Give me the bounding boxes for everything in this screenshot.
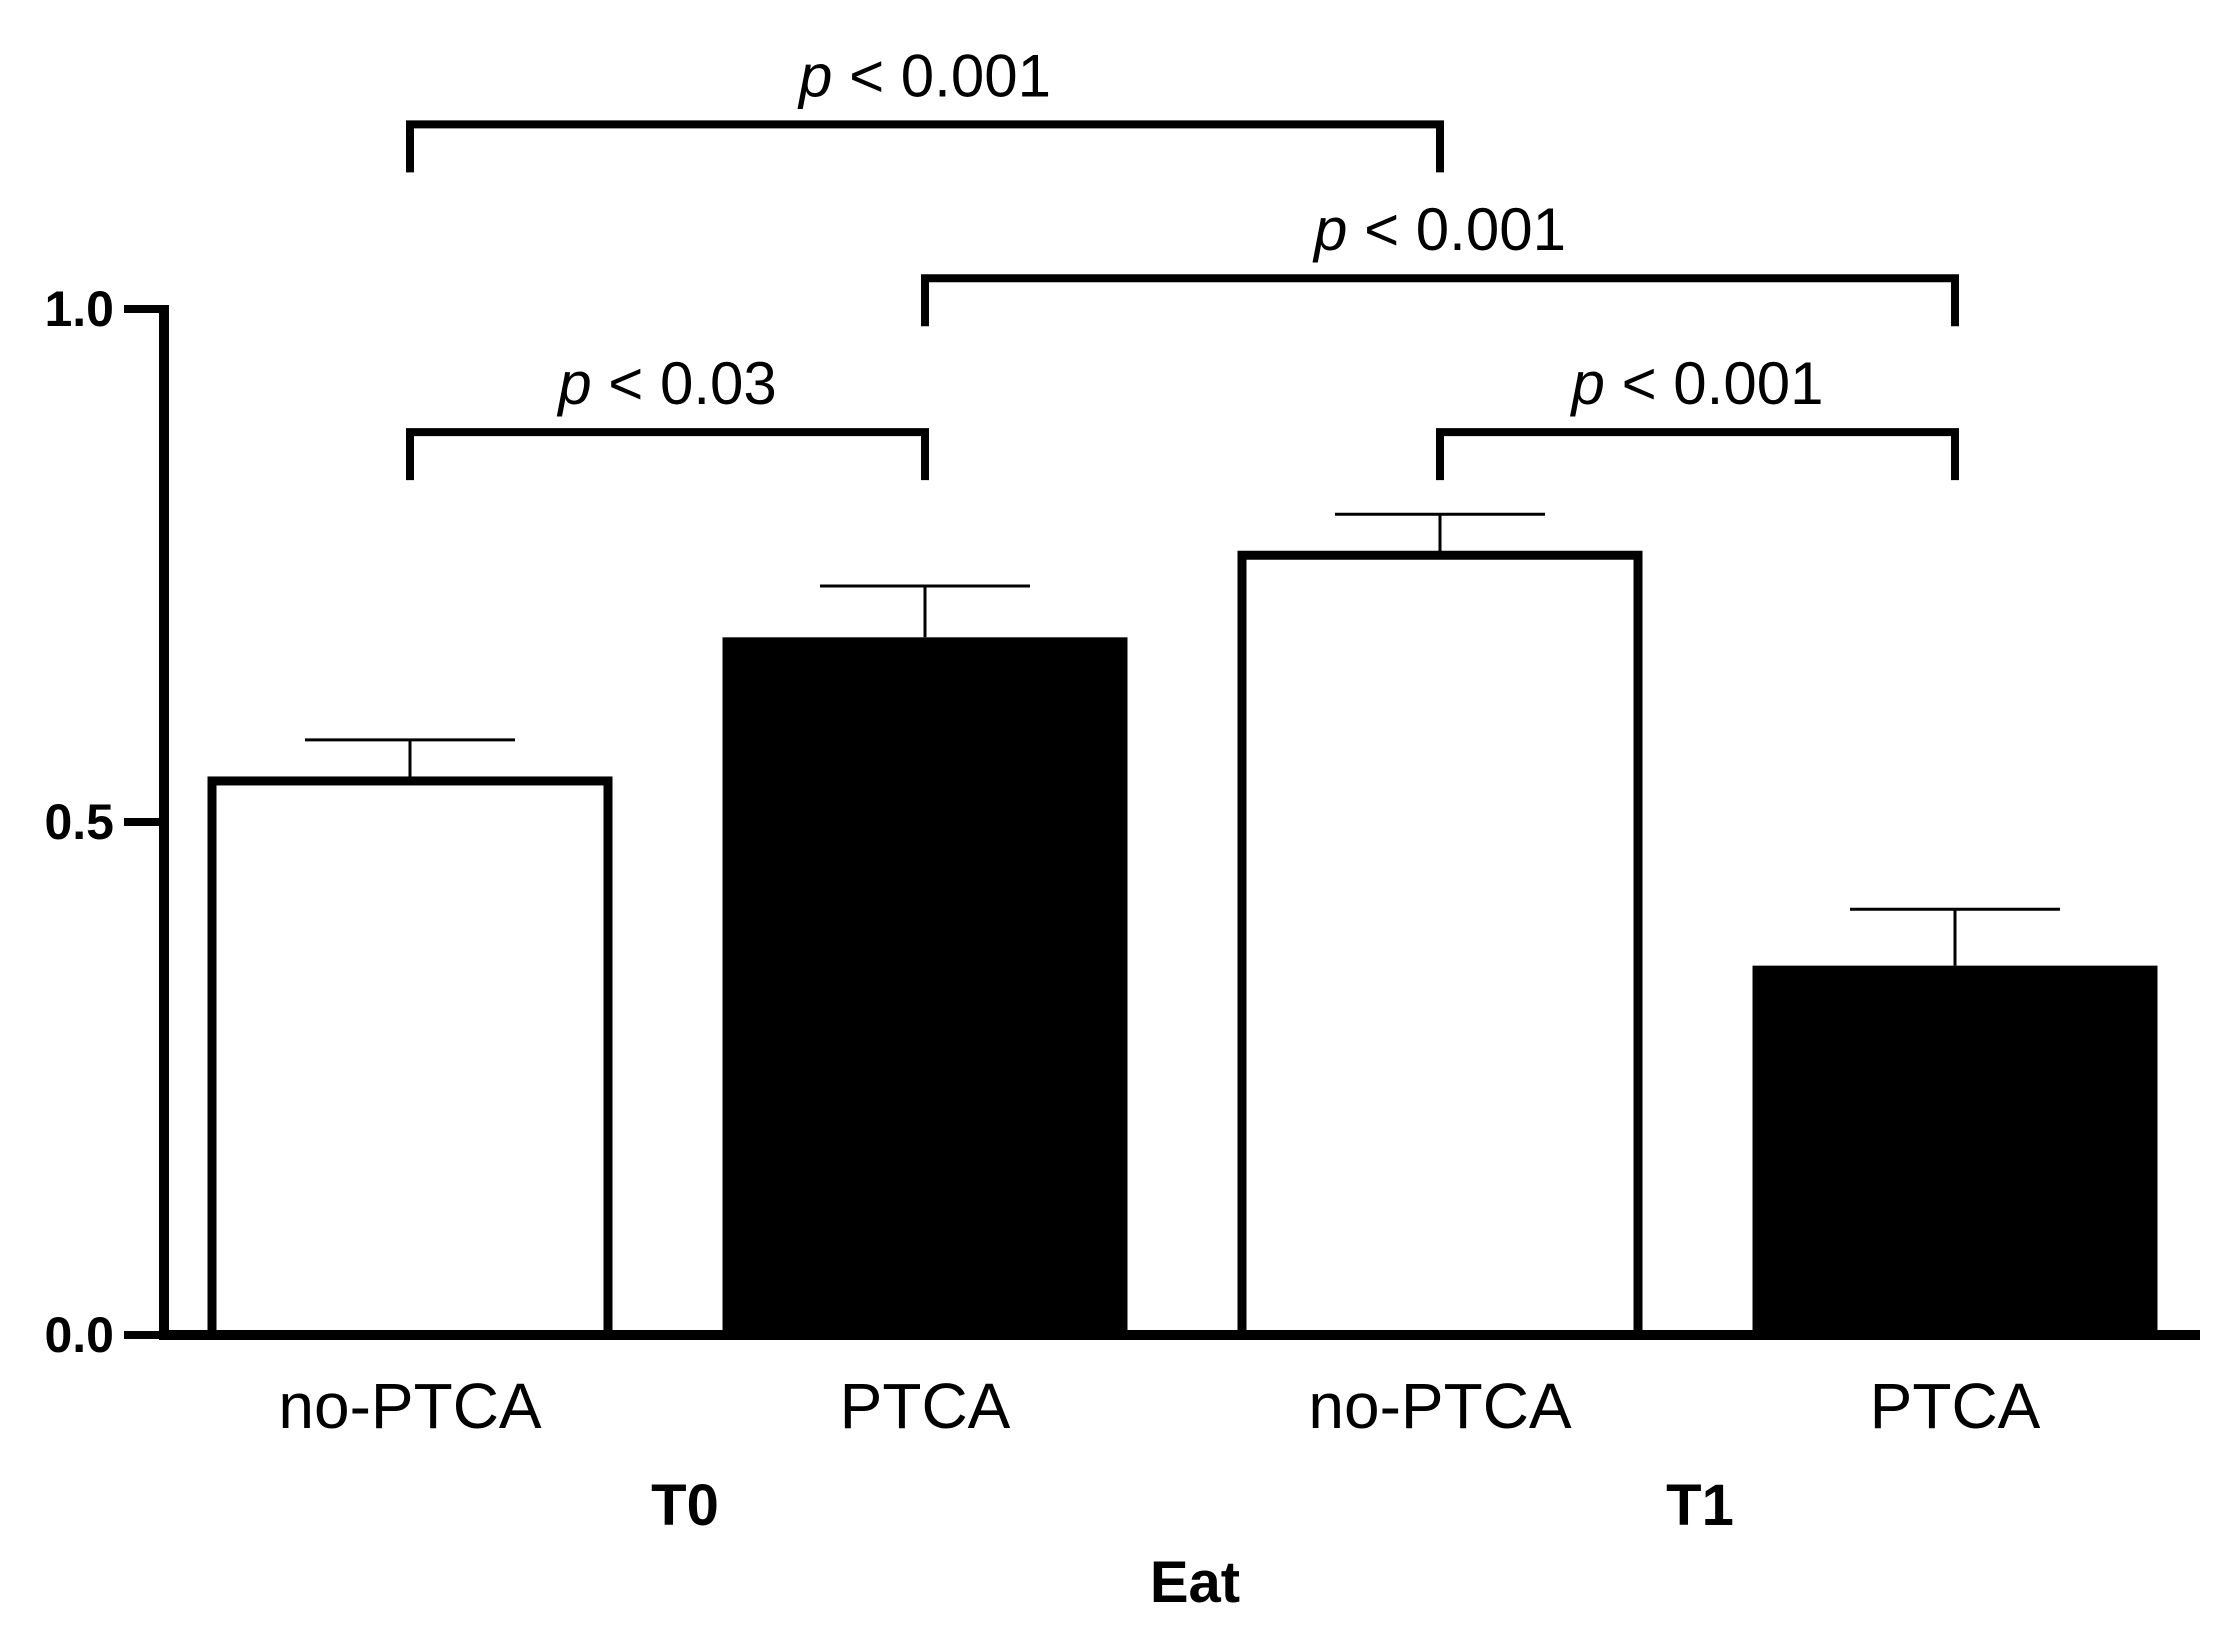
x-group-label: T0 [651, 1473, 719, 1538]
bar-t0-ptca [722, 637, 1128, 1335]
significance-bracket [921, 274, 1959, 327]
axes [124, 305, 2200, 1340]
significance-label: p < 0.001 [1570, 350, 1824, 417]
x-category-label: PTCA [840, 1370, 1011, 1442]
significance-bracket [406, 120, 1444, 173]
labels: 0.0 0.5 1.0 no-PTCA PTCA no-PTCA PTCA T0 T1 Eat p … [44, 42, 2040, 1615]
bar-t0-no-ptca [207, 776, 613, 1340]
p-value: < 0.001 [832, 42, 1051, 109]
p-value: < 0.001 [1605, 350, 1824, 417]
x-category-label: no-PTCA [278, 1370, 542, 1442]
significance-label: p < 0.001 [797, 42, 1051, 109]
p-symbol: p [1312, 196, 1347, 263]
x-axis-title: Eat [1150, 1550, 1240, 1615]
p-symbol: p [797, 42, 832, 109]
p-value: < 0.03 [592, 350, 777, 417]
bar-t1-ptca [1752, 965, 2158, 1335]
significance-brackets [406, 120, 1959, 481]
p-symbol: p [1570, 350, 1605, 417]
significance-bracket [406, 428, 929, 481]
significance-bracket [1436, 428, 1959, 481]
error-bars [305, 512, 2060, 966]
y-tick-label: 1.0 [44, 281, 114, 337]
x-category-label: no-PTCA [1308, 1370, 1572, 1442]
p-symbol: p [556, 350, 591, 417]
x-group-label: T1 [1666, 1473, 1734, 1538]
significance-label: p < 0.03 [556, 350, 777, 417]
bar-t1-no-ptca [1237, 550, 1643, 1340]
x-category-label: PTCA [1870, 1370, 2041, 1442]
bars [207, 550, 2158, 1340]
significance-label: p < 0.001 [1312, 196, 1566, 263]
p-value: < 0.001 [1347, 196, 1566, 263]
y-tick-label: 0.5 [44, 794, 114, 850]
y-tick-label: 0.0 [44, 1307, 114, 1363]
